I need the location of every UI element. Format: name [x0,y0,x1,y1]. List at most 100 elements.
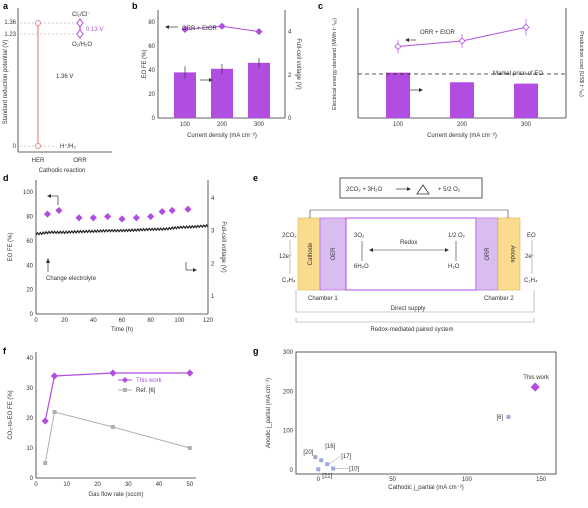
panel-g-point [331,466,336,471]
panel-e-h2o-left: 6H₂O [354,264,369,270]
panel-d-y2tick: 3 [211,229,215,235]
panel-b-yticks: 0 20 40 60 80 [148,20,155,122]
panel-f-letter: f [3,346,7,356]
panel-d-ytick: 60 [26,239,33,245]
panel-b-ytick: 0 [152,116,156,122]
panel-b-ytick: 80 [148,20,155,26]
panel-e-redox-arrowhead-left [369,248,373,252]
panel-a-xtick-her: HER [32,158,45,164]
panel-f-ytick: 20 [26,416,33,422]
panel-d-ytick: 100 [23,190,34,196]
panel-e-o2-right: 1/2 O₂ [448,233,466,239]
panel-d-fe-point [158,208,166,216]
panel-f-this-point [109,369,117,377]
panel-d-xlabel: Time (h) [111,327,133,333]
panel-e-h2o-right: H₂O [448,264,460,270]
panel-c-market-label: Market price of EO [493,71,543,77]
panel-b-ytick: 60 [148,44,155,50]
panel-g-point-label: [21] [322,473,332,479]
panel-f: f 0 10 20 30 40 0 10 20 30 40 50 This wo… [3,346,196,498]
panel-a-ytick: 1.36 [4,20,16,26]
panel-d-y2tick: 2 [211,261,215,267]
panel-f-ref-point [43,461,48,465]
panel-g-point-label: [6] [496,415,503,421]
panel-f-xtick: 10 [63,482,70,488]
panel-d-fe-arrowhead [47,194,51,198]
panel-d-ylabel: EO FE (%) [8,232,14,261]
panel-d-fe-point [118,215,126,223]
panel-c-energy-point [394,42,402,51]
panel-b-bar [174,72,196,118]
panel-b-y2ticks: 0 2 4 [288,30,292,122]
panel-a-label-o2: O₂/H₂O [72,42,92,48]
panel-d-xtick: 0 [34,318,38,324]
panel-f-xtick: 40 [156,482,163,488]
panel-f-legend-marker-ref [123,388,127,392]
panel-e-epoxide-icon [416,184,430,195]
panel-f-ylabel: CO₂-to-EO FE (%) [8,390,14,439]
panel-g-point-this-work [530,382,540,392]
panel-d-marks [35,194,209,272]
panel-b-y2tick: 2 [288,73,292,79]
panel-d-xticks: 0 20 40 60 80 100 120 [34,318,213,324]
panel-b-y2tick: 0 [288,116,292,122]
panel-e-oer-label: OER [331,247,337,261]
panel-d-ytick: 0 [30,312,34,318]
panel-b-y2tick: 4 [288,30,292,36]
panel-d-fe-point [104,212,112,221]
panel-f-ref-point [110,425,115,429]
panel-d-y2ticks: 1 2 3 4 [211,196,215,300]
panel-f-ytick: 0 [30,476,34,482]
panel-e-orr-label: ORR [485,247,491,261]
panel-e-letter: e [253,173,258,183]
panel-c-marks [358,19,566,118]
panel-a-ylabel: Standard reduction potential (V) [3,40,9,125]
panel-b-xtick: 100 [180,122,191,128]
panel-g-point [319,458,324,463]
panel-c-bar [450,82,474,118]
panel-g-ylabel: Anodic j_partial (mA cm⁻²) [266,378,272,448]
panel-d-annotation: Change electrolyte [46,276,97,282]
panel-b-voltage-point [255,28,263,36]
panel-d-fe-point [75,214,83,222]
panel-c-ylabel-right: Production cost (US$ t⁻¹ₑₒ) [578,31,584,97]
panel-c-energy-point [458,37,466,45]
panel-g-ytick: 300 [283,350,294,356]
panel-c-xtick: 100 [393,122,404,128]
panel-b-bar-arrowhead [209,78,213,82]
panel-d-annotation-arrowhead [46,258,50,263]
panel-a-gap-small: 0.13 V [86,27,103,33]
panel-f-ref-line [44,411,190,464]
panel-a-ytick: 1.23 [4,32,16,38]
panel-f-ytick: 30 [26,386,33,392]
panel-d-ytick: 40 [26,263,33,269]
panel-f-ytick: 40 [26,356,33,362]
panel-a-label-h: H⁺/H₂ [60,143,77,150]
panel-f-this-line [44,372,190,422]
panel-g-xlabel: Cathodic j_partial (mA cm⁻²) [388,485,464,491]
panel-e-redox: Redox [400,240,417,246]
panel-g-marks: [20] [16] [17] [10] [21] [6] This work [303,375,550,479]
panel-c-legend-arrowhead [405,38,409,42]
panel-d-fe-point [89,214,97,222]
panel-e-direct: Direct supply [391,306,426,312]
panel-d-xtick: 120 [203,318,214,324]
panel-g-point-label: [20] [303,450,313,456]
panel-f-xtick: 50 [187,482,194,488]
panel-c-energy-point [522,23,530,31]
panel-f-xtick: 0 [34,482,38,488]
panel-d-yticks: 0 20 40 60 80 100 [23,190,34,318]
panel-d-xtick: 20 [61,318,68,324]
panel-d-ytick: 20 [26,288,33,294]
panel-b-bar [211,68,233,118]
panel-c-xticks: 100 200 300 [393,122,532,128]
panel-e-c2h4-right: C₂H₄ [524,278,538,284]
panel-b-letter: b [132,1,138,11]
panel-d-fe-point [147,212,155,221]
panel-a-her-bottom-marker [35,143,41,149]
panel-e-cathode-label: Cathode [308,242,314,265]
panel-f-this-point [50,372,59,380]
panel-b-ytick: 20 [148,92,155,98]
panel-d-voltage-trace [35,223,209,236]
